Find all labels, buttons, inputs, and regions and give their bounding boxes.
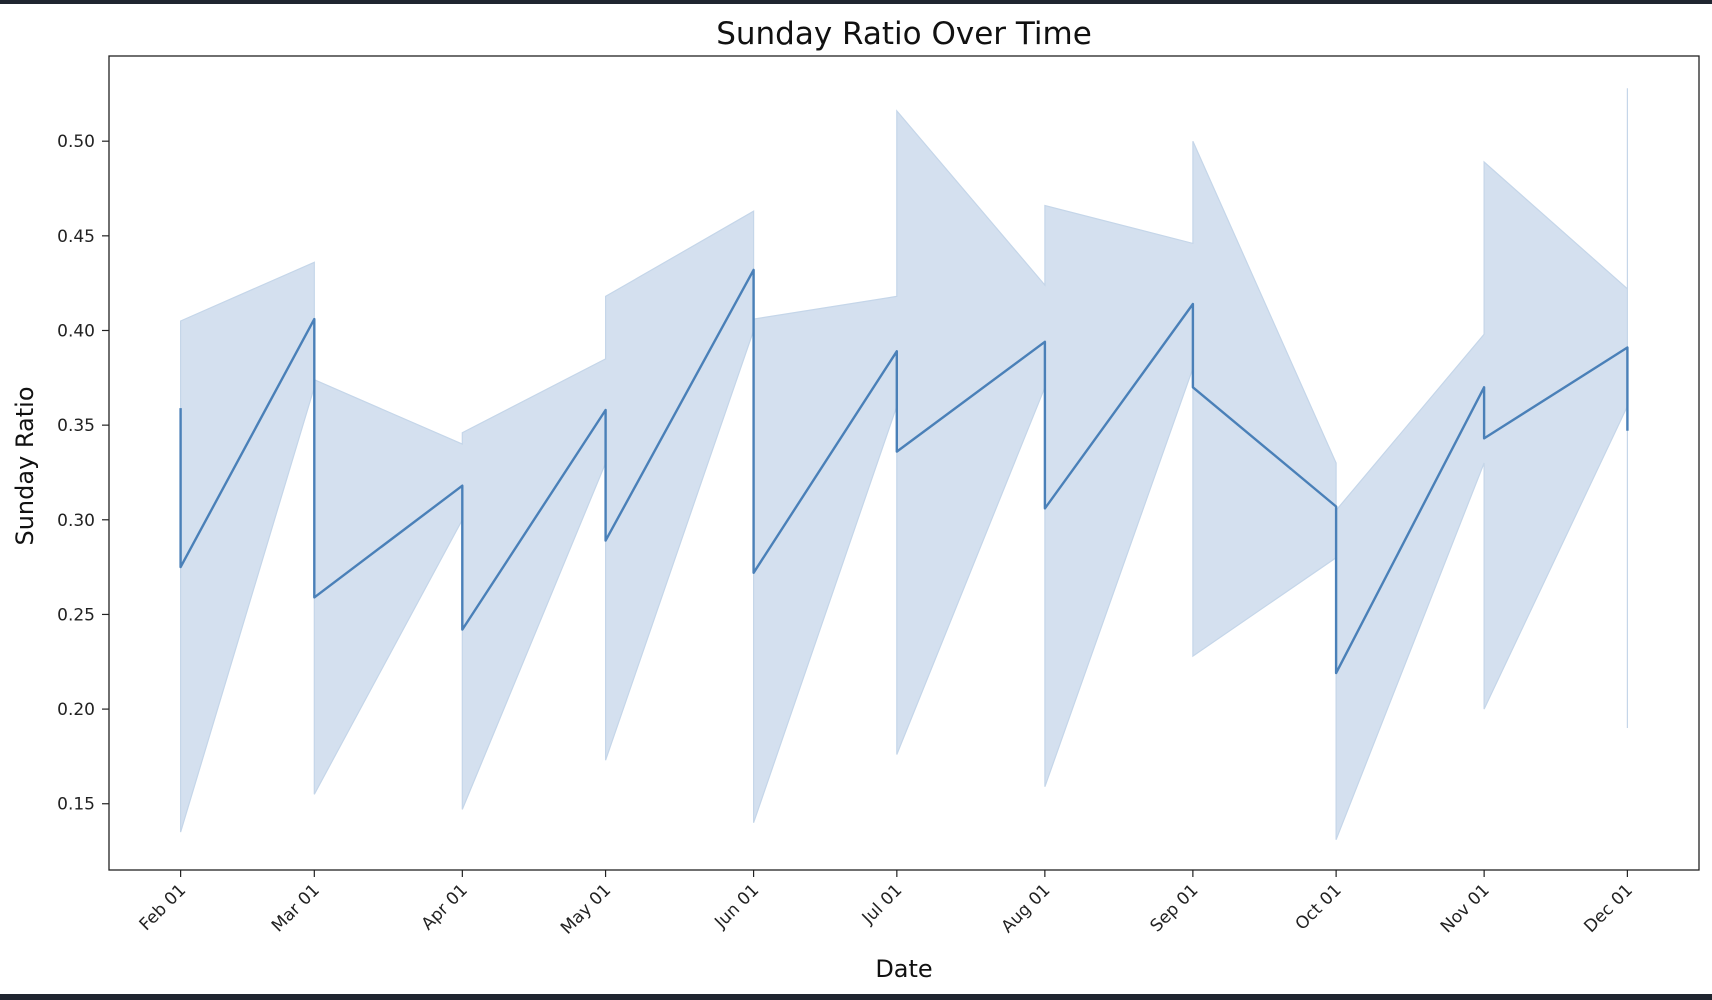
y-tick-label: 0.30	[57, 511, 95, 531]
x-tick-label: Jun 01	[710, 880, 763, 933]
x-tick-label: Oct 01	[1292, 880, 1346, 934]
series-lines	[179, 268, 1629, 675]
plot-frame	[108, 55, 1700, 871]
y-tick-label: 0.15	[57, 795, 95, 815]
x-tick-label: Sep 01	[1147, 880, 1203, 936]
confidence-band	[180, 88, 1629, 840]
x-tick-label: May 01	[557, 880, 615, 938]
y-tick-label: 0.45	[57, 227, 95, 247]
y-tick-label: 0.25	[57, 605, 95, 625]
x-tick-label: Nov 01	[1437, 880, 1494, 937]
x-tick-label: Aug 01	[998, 880, 1055, 937]
x-axis: Feb 01 Mar 01 Apr 01 May 01 Jun 01 Jul 01 Aug …	[136, 870, 1637, 939]
x-tick-label: Apr 01	[418, 880, 472, 934]
y-tick-label: 0.50	[57, 132, 95, 152]
confidence-bands	[180, 88, 1629, 840]
x-axis-label: Date	[875, 955, 932, 983]
y-tick-label: 0.20	[57, 700, 95, 720]
x-tick-label: Dec 01	[1580, 880, 1637, 937]
x-tick-label: Feb 01	[136, 880, 191, 935]
x-tick-label: Mar 01	[268, 880, 324, 936]
chart-title: Sunday Ratio Over Time	[716, 16, 1092, 52]
line-chart: Sunday Ratio Over Time 0.150.200.250.300…	[11, 16, 1700, 983]
y-axis-label: Sunday Ratio	[11, 386, 39, 545]
y-tick-label: 0.40	[57, 321, 95, 341]
series-line	[179, 268, 1629, 675]
x-tick-label: Jul 01	[858, 880, 906, 928]
y-axis: 0.15 0.20 0.25 0.30 0.35 0.40 0.45 0.50	[57, 132, 109, 815]
chart-figure: Sunday Ratio Over Time 0.15 0.20 0.25 0.30 0…	[0, 4, 1712, 994]
y-tick-label: 0.35	[57, 416, 95, 436]
